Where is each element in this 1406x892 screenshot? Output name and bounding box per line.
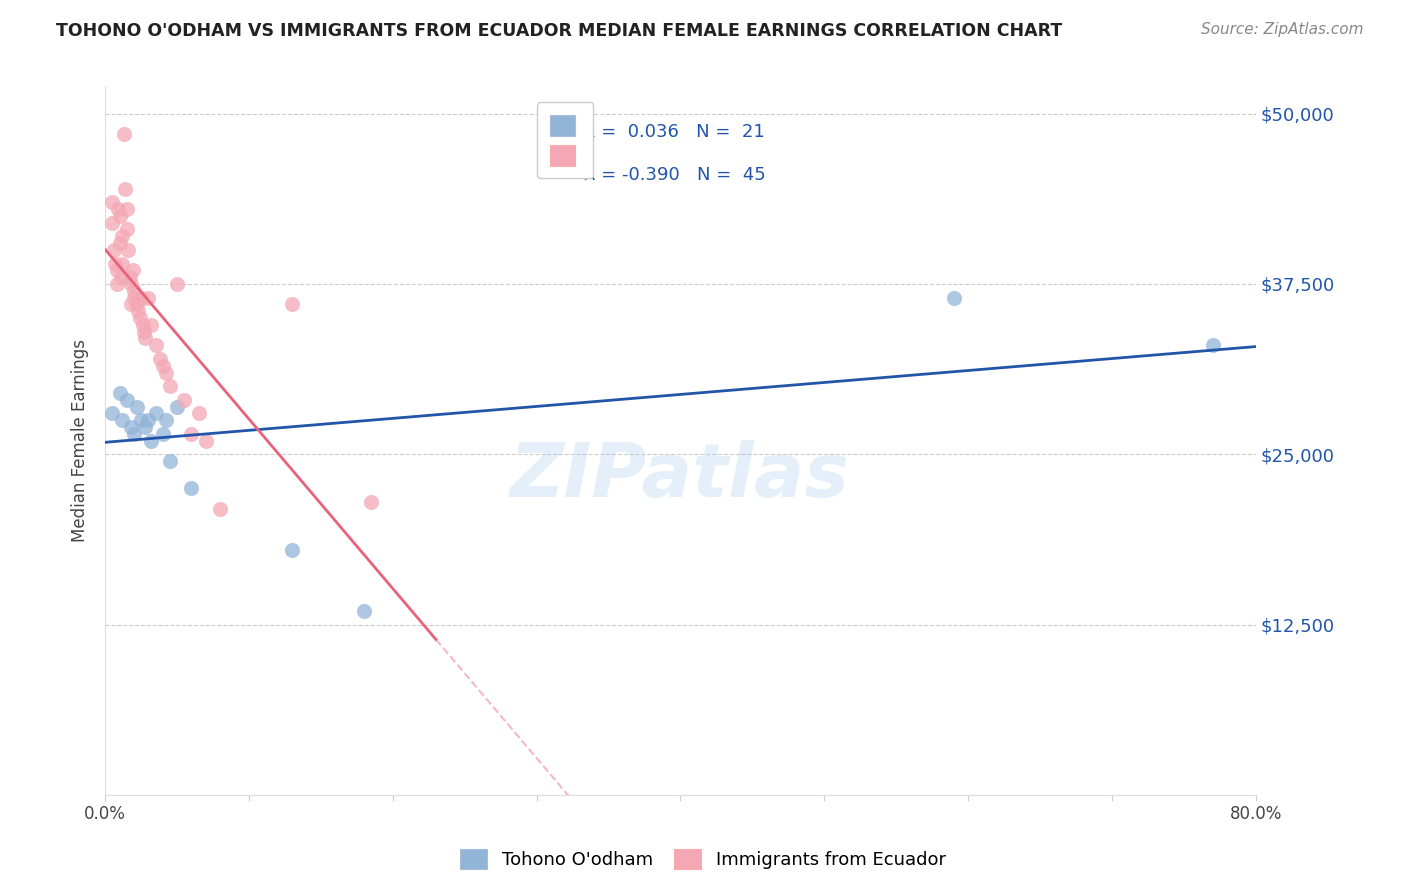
Point [117,243,139,257]
Point [132,325,155,339]
Point [134,420,156,434]
Point [194,434,217,448]
Text: Source: ZipAtlas.com: Source: ZipAtlas.com [1201,22,1364,37]
Point [108,386,131,401]
Point [942,291,965,305]
Point [159,379,181,393]
Point [138,413,160,427]
Point [115,222,138,236]
Point [134,331,156,345]
Point [112,127,135,141]
Point [111,256,134,270]
Legend: Tohono O'odham, Immigrants from Ecuador: Tohono O'odham, Immigrants from Ecuador [451,839,955,879]
Point [104,256,127,270]
Point [145,338,167,352]
Point [110,270,132,285]
Point [101,216,124,230]
Point [152,426,174,441]
Point [360,495,382,509]
Point [180,426,202,441]
Point [155,413,177,427]
Point [141,318,163,332]
Point [108,209,131,223]
Point [173,392,195,407]
Text: R = -0.390   N =  45: R = -0.390 N = 45 [582,166,765,184]
Point [145,407,167,421]
Point [166,277,188,291]
Point [120,420,142,434]
Point [103,243,125,257]
Point [122,291,145,305]
Point [111,229,134,244]
Point [105,277,128,291]
Point [120,277,142,291]
Legend: , : , [537,103,593,178]
Point [114,181,136,195]
Point [159,454,181,468]
Point [125,400,148,414]
Point [120,297,142,311]
Point [111,413,134,427]
Text: TOHONO O'ODHAM VS IMMIGRANTS FROM ECUADOR MEDIAN FEMALE EARNINGS CORRELATION CHA: TOHONO O'ODHAM VS IMMIGRANTS FROM ECUADO… [56,22,1063,40]
Point [281,297,304,311]
Point [125,297,148,311]
Point [105,263,128,277]
Point [353,604,375,618]
Point [108,236,131,251]
Point [115,202,138,216]
Point [128,311,150,326]
Text: R =  0.036   N =  21: R = 0.036 N = 21 [582,123,765,142]
Point [180,482,202,496]
Point [187,407,209,421]
Point [101,407,124,421]
Point [141,434,163,448]
Point [127,304,149,318]
Point [149,351,172,366]
Text: ZIPatlas: ZIPatlas [510,440,851,513]
Point [155,366,177,380]
Point [129,291,152,305]
Point [152,359,174,373]
Point [122,426,145,441]
Point [138,291,160,305]
Point [122,284,145,298]
Point [129,413,152,427]
Point [1201,338,1223,352]
Y-axis label: Median Female Earnings: Median Female Earnings [72,339,89,542]
Point [118,270,141,285]
Point [209,501,232,516]
Point [166,400,188,414]
Point [101,195,124,210]
Point [131,318,153,332]
Point [121,263,143,277]
Point [107,202,129,216]
Point [115,392,138,407]
Point [281,542,304,557]
